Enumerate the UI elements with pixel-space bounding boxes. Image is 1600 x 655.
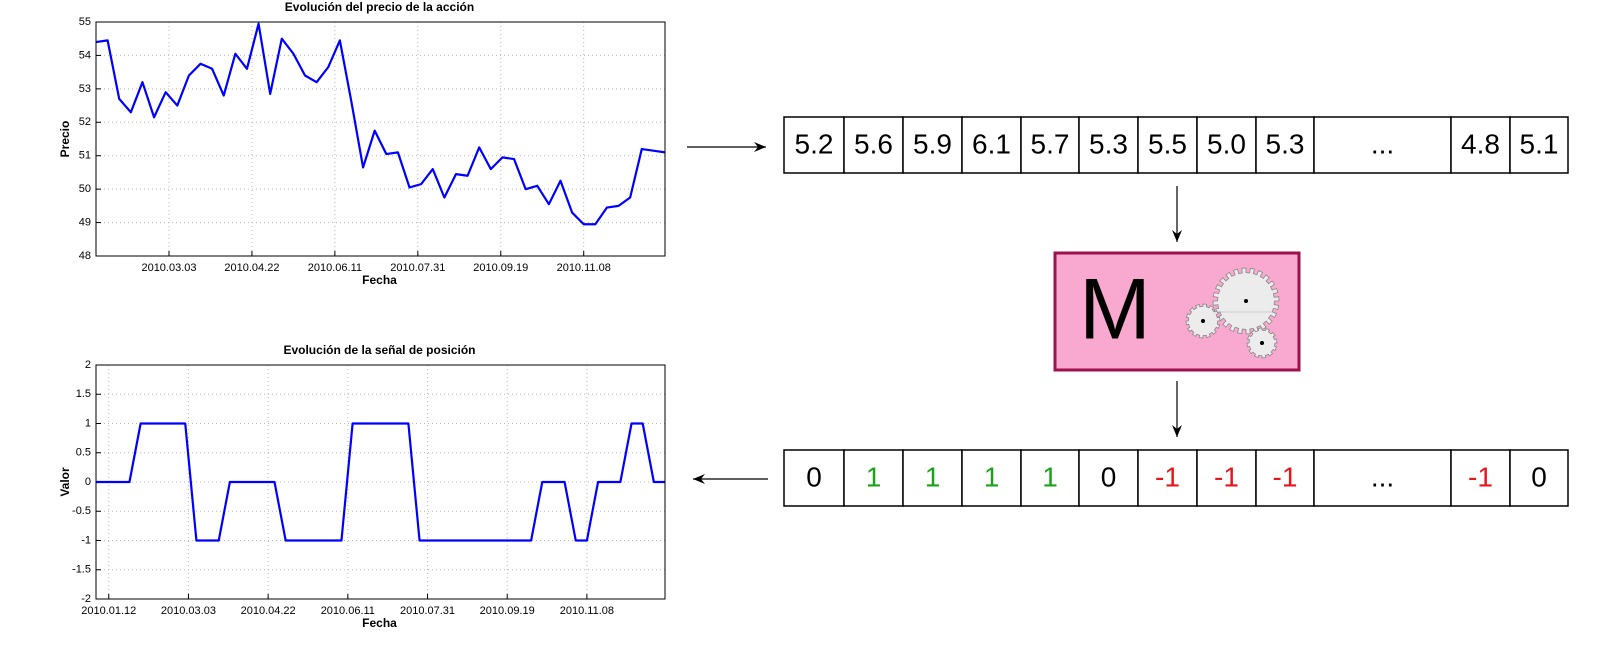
array-cell [1196,116,1257,174]
data-line [95,22,666,226]
cell-value: -1 [1273,461,1298,492]
x-tick-label: 2010.06.11 [321,605,375,617]
x-tick-label: 2010.06.11 [308,262,362,274]
array-cell [1450,449,1511,507]
array-cell [1255,116,1315,174]
cell-value: 4.8 [1461,128,1500,159]
cell-value: 5.5 [1148,128,1187,159]
array-cell [961,449,1022,507]
x-tick-label: 2010.01.12 [81,605,136,617]
cell-value: 5.3 [1266,128,1305,159]
y-tick-label: 52 [79,116,91,128]
y-tick-label: 53 [79,83,91,95]
array-cell [1509,116,1569,174]
gear-hub [1260,341,1264,345]
array-cell [783,116,845,174]
x-axis-label: Fecha [362,616,397,630]
array-cell [1313,449,1452,507]
array-cell [902,449,963,507]
array-cell [843,116,904,174]
chart-title: Evolución de la señal de posición [283,343,475,357]
y-tick-label: 2 [85,359,91,371]
y-tick-label: 1 [85,417,91,429]
cell-value: 0 [806,461,822,492]
array-cell [961,116,1022,174]
x-axis-label: Fecha [362,273,397,287]
y-tick-label: -1 [81,534,91,546]
data-line [96,422,665,542]
y-tick-label: -0.5 [72,505,91,517]
y-tick-label: 55 [79,16,91,28]
x-tick-label: 2010.09.19 [473,262,528,274]
plot-frame [95,364,666,600]
plot-frame [95,21,666,257]
cell-value: -1 [1214,461,1239,492]
y-axis-label: Valor [58,467,72,497]
gears-icon [1185,267,1280,359]
cell-value: 5.7 [1031,128,1070,159]
array-cell [1078,449,1139,507]
cell-value: 5.9 [913,128,952,159]
cell-value: -1 [1155,461,1180,492]
plot-area [96,22,665,256]
y-tick-label: 1.5 [76,388,91,400]
array-cell [843,449,904,507]
cell-value: 0 [1531,461,1547,492]
y-tick-label: 49 [79,216,91,228]
gear-hub [1244,299,1248,303]
x-tick-label: 2010.03.03 [161,605,216,617]
y-tick-label: 48 [79,250,91,262]
y-axis-label: Precio [58,121,72,158]
cell-value: 1 [925,461,941,492]
cell-value: 5.6 [854,128,893,159]
array-cell [1196,449,1257,507]
cell-value: 1 [984,461,1000,492]
array-cell [902,116,963,174]
x-tick-label: 2010.11.08 [560,605,614,617]
array-cell [1313,116,1452,174]
x-tick-label: 2010.09.19 [480,605,535,617]
cell-value: 5.3 [1089,128,1128,159]
cell-value: 5.2 [795,128,834,159]
chart-title: Evolución del precio de la acción [285,0,474,14]
y-tick-label: -2 [81,593,91,605]
y-tick-label: 0.5 [76,447,91,459]
cell-value: -1 [1468,461,1493,492]
x-tick-label: 2010.03.03 [141,262,196,274]
array-cell [1020,449,1080,507]
cell-value: 5.1 [1520,128,1559,159]
x-tick-label: 2010.04.22 [224,262,279,274]
gear-hub [1201,319,1205,323]
cell-value: 6.1 [972,128,1011,159]
array-cell [1137,116,1198,174]
cell-value: 1 [1042,461,1058,492]
x-tick-label: 2010.04.22 [241,605,296,617]
y-tick-label: 50 [79,183,91,195]
x-tick-label: 2010.07.31 [400,605,455,617]
x-tick-label: 2010.11.08 [557,262,611,274]
array-cell [1509,449,1569,507]
cell-value: 5.0 [1207,128,1246,159]
array-cell [783,449,845,507]
y-tick-label: 51 [79,150,91,162]
cell-value: 1 [866,461,882,492]
y-tick-label: 0 [85,476,91,488]
cell-value: 0 [1101,461,1117,492]
y-tick-label: -1.5 [72,564,91,576]
array-cell [1450,116,1511,174]
x-tick-label: 2010.07.31 [390,262,445,274]
array-cell [1020,116,1080,174]
cell-value: ... [1371,461,1394,492]
y-tick-label: 54 [79,49,91,61]
model-label: M [1079,262,1151,358]
cell-value: ... [1371,128,1394,159]
